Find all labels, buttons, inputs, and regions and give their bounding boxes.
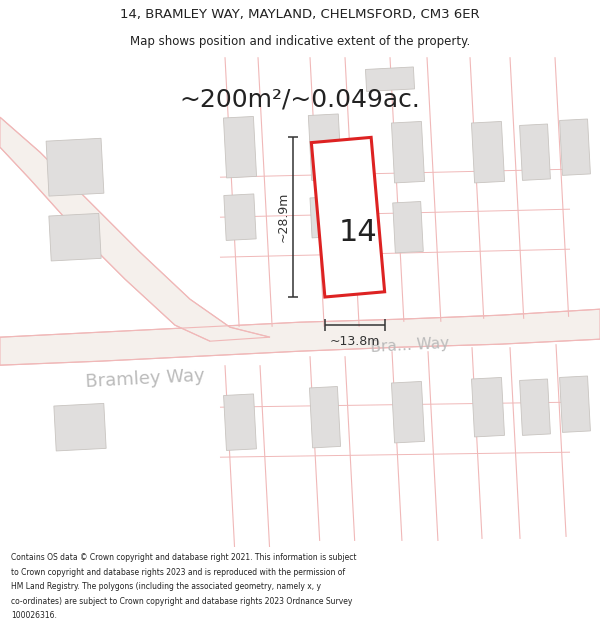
Polygon shape	[0, 309, 600, 365]
Text: Map shows position and indicative extent of the property.: Map shows position and indicative extent…	[130, 35, 470, 48]
Polygon shape	[308, 114, 341, 181]
Polygon shape	[223, 116, 257, 178]
Polygon shape	[365, 67, 415, 91]
Polygon shape	[472, 121, 505, 183]
Text: co-ordinates) are subject to Crown copyright and database rights 2023 Ordnance S: co-ordinates) are subject to Crown copyr…	[11, 597, 352, 606]
Text: Contains OS data © Crown copyright and database right 2021. This information is : Contains OS data © Crown copyright and d…	[11, 554, 356, 562]
Text: 100026316.: 100026316.	[11, 611, 56, 620]
Text: ~28.9m: ~28.9m	[277, 192, 290, 242]
Polygon shape	[0, 118, 270, 341]
Text: HM Land Registry. The polygons (including the associated geometry, namely x, y: HM Land Registry. The polygons (includin…	[11, 582, 321, 591]
Text: ~13.8m: ~13.8m	[329, 335, 380, 348]
Polygon shape	[311, 138, 385, 297]
Polygon shape	[520, 124, 550, 181]
Polygon shape	[54, 403, 106, 451]
Text: Bramley Way: Bramley Way	[85, 367, 205, 391]
Text: Bra… Way: Bra… Way	[370, 336, 449, 355]
Polygon shape	[224, 394, 256, 451]
Polygon shape	[46, 138, 104, 196]
Polygon shape	[49, 213, 101, 261]
Text: ~200m²/~0.049ac.: ~200m²/~0.049ac.	[179, 87, 421, 111]
Polygon shape	[472, 378, 505, 437]
Polygon shape	[310, 196, 340, 238]
Polygon shape	[393, 201, 423, 253]
Polygon shape	[560, 119, 590, 176]
Polygon shape	[391, 121, 425, 183]
Polygon shape	[560, 376, 590, 432]
Polygon shape	[224, 194, 256, 241]
Polygon shape	[391, 381, 425, 443]
Polygon shape	[310, 386, 341, 448]
Text: 14: 14	[338, 217, 377, 247]
Text: 14, BRAMLEY WAY, MAYLAND, CHELMSFORD, CM3 6ER: 14, BRAMLEY WAY, MAYLAND, CHELMSFORD, CM…	[120, 8, 480, 21]
Polygon shape	[520, 379, 550, 436]
Text: to Crown copyright and database rights 2023 and is reproduced with the permissio: to Crown copyright and database rights 2…	[11, 568, 345, 577]
